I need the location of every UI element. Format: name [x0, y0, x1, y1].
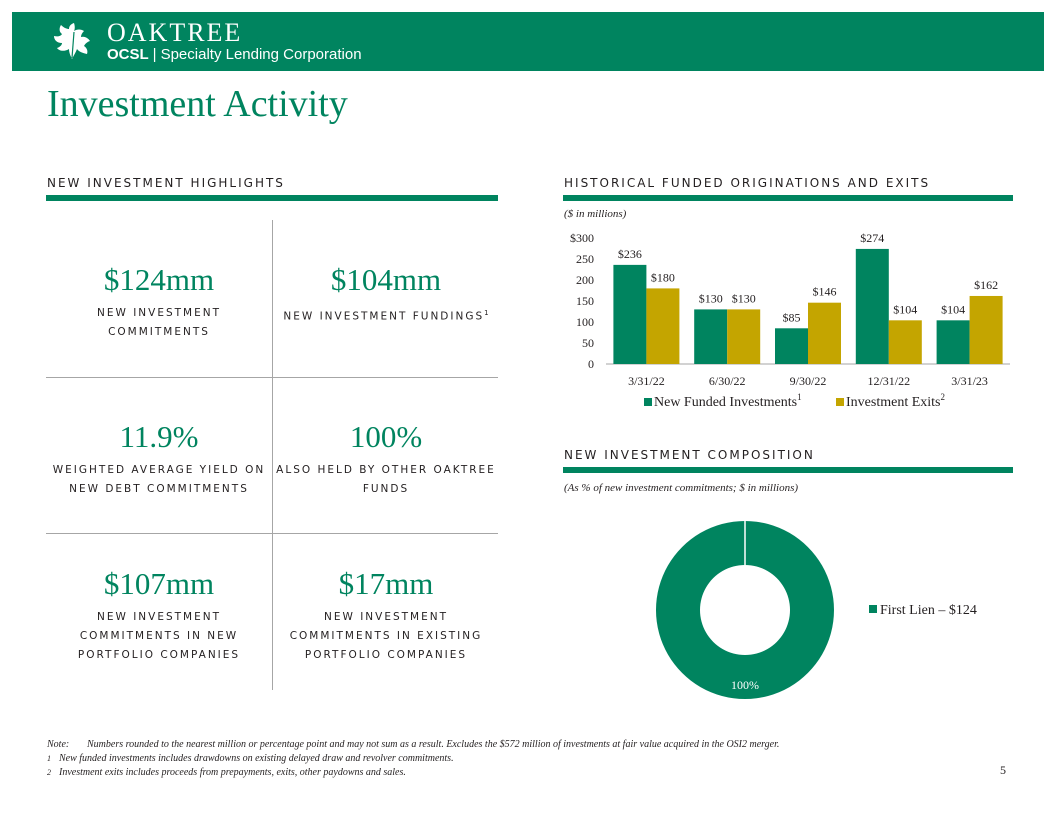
highlight-label: New Investment Fundings1	[283, 309, 489, 323]
highlight-label: New Investment Commitments	[96, 307, 222, 338]
footnote-text: Investment exits includes proceeds from …	[59, 767, 406, 778]
footnote-item: 1 New funded investments includes drawdo…	[47, 752, 987, 766]
footnote-marker: 1	[484, 309, 489, 317]
highlight-value: $104mm	[330, 262, 442, 297]
originations-unit-note: ($ in millions)	[564, 208, 627, 220]
originations-heading: Historical Funded Originations and Exits	[564, 176, 931, 190]
data-label: $146	[813, 285, 837, 299]
bar-exits	[969, 295, 1003, 364]
header-banner: OAKTREE OCSL | Specialty Lending Corporati…	[12, 12, 1044, 71]
footnotes: Note: Numbers rounded to the nearest mil…	[47, 738, 987, 780]
bar-new-funded	[694, 309, 728, 364]
highlight-cell: $17mm New Investment Commitments in Exis…	[273, 566, 499, 665]
highlight-cell: $124mm New Investment Commitments	[46, 262, 272, 342]
composition-unit-note: (As % of new investment commitments; $ i…	[564, 482, 799, 494]
data-label: $85	[783, 310, 801, 324]
y-tick-label: 100	[576, 315, 594, 329]
highlights-heading: New Investment Highlights	[47, 176, 285, 190]
highlight-value: 11.9%	[119, 419, 199, 454]
company-name: Specialty Lending Corporation	[160, 46, 362, 63]
bar-exits	[808, 302, 841, 364]
footnote-marker: 1	[47, 754, 51, 763]
bar-exits	[888, 320, 922, 364]
footnote-note: Note: Numbers rounded to the nearest mil…	[47, 738, 987, 752]
data-label: $162	[974, 278, 998, 292]
originations-rule	[563, 195, 1013, 201]
data-label: $180	[651, 270, 675, 284]
x-tick-label: 9/30/22	[790, 374, 827, 388]
brand-name: OAKTREE	[107, 18, 243, 47]
composition-rule	[563, 467, 1013, 473]
donut-slice	[655, 521, 834, 699]
legend-entry: New Funded Investments1	[654, 392, 802, 410]
highlight-value: 100%	[349, 419, 423, 454]
brand-separator: |	[152, 46, 157, 63]
x-tick-label: 3/31/22	[628, 374, 665, 388]
highlight-cell: $104mm New Investment Fundings1	[273, 262, 499, 327]
bar-new-funded	[775, 328, 808, 364]
composition-heading: New Investment Composition	[564, 448, 815, 462]
bar-chart-svg: 0 50 100 150 200 250 $300 $236 $180 3/31/22 $130 $1…	[570, 231, 1010, 410]
bar-new-funded	[613, 264, 647, 364]
highlight-value: $17mm	[338, 566, 434, 601]
donut-chart-svg: 100% First Lien – $124	[655, 521, 977, 699]
grid-divider-horizontal	[46, 533, 498, 534]
note-marker: Note:	[47, 739, 70, 750]
legend-entry: Investment Exits2	[846, 392, 945, 410]
y-tick-label: 0	[588, 357, 594, 371]
legend-swatch	[644, 398, 652, 406]
bar-exits	[646, 288, 680, 364]
data-label: $274	[860, 231, 884, 245]
y-tick-label: 250	[576, 252, 594, 266]
grid-divider-horizontal	[46, 377, 498, 378]
highlight-cell: 11.9% Weighted Average Yield on New Debt…	[46, 419, 272, 499]
grid-divider-vertical	[272, 220, 273, 690]
highlight-cell: $107mm New Investment Commitments in New…	[46, 566, 272, 665]
x-tick-label: 12/31/22	[867, 374, 910, 388]
bar-new-funded	[855, 248, 889, 364]
oak-leaf-icon	[54, 23, 90, 59]
slice-label: 100%	[731, 678, 759, 692]
x-tick-label: 6/30/22	[709, 374, 746, 388]
highlight-label: New Investment Commitments in New Portfo…	[77, 611, 241, 661]
footnote-item: 2 Investment exits includes proceeds fro…	[47, 766, 987, 780]
y-tick-label: $300	[570, 231, 594, 245]
highlights-rule	[46, 195, 498, 201]
ticker: OCSL	[107, 46, 149, 63]
data-label: $130	[732, 291, 756, 305]
y-tick-label: 50	[582, 336, 594, 350]
note-text: Numbers rounded to the nearest million o…	[87, 739, 780, 750]
x-tick-label: 3/31/23	[951, 374, 988, 388]
y-tick-label: 150	[576, 294, 594, 308]
page-title: Investment Activity	[47, 83, 348, 125]
data-label: $104	[893, 302, 917, 316]
data-label: $130	[699, 291, 723, 305]
highlight-label: Also Held by Other Oaktree Funds	[276, 464, 496, 495]
legend-swatch	[836, 398, 844, 406]
footnote-marker: 2	[47, 768, 51, 777]
highlight-cell: 100% Also Held by Other Oaktree Funds	[273, 419, 499, 499]
highlight-label: Weighted Average Yield on New Debt Commi…	[52, 464, 266, 495]
data-label: $236	[618, 247, 642, 261]
footnote-text: New funded investments includes drawdown…	[59, 753, 454, 764]
brand-subtitle: OCSL | Specialty Lending Corporation	[107, 46, 362, 63]
highlight-value: $107mm	[103, 566, 215, 601]
highlight-value: $124mm	[103, 262, 215, 297]
bar-exits	[727, 309, 761, 364]
legend-entry: First Lien – $124	[880, 603, 977, 618]
data-label: $104	[941, 302, 965, 316]
highlight-label: New Investment Commitments in Existing P…	[289, 611, 483, 661]
bar-new-funded	[936, 320, 970, 364]
legend-swatch	[869, 605, 877, 613]
y-tick-label: 200	[576, 273, 594, 287]
page-number: 5	[1000, 763, 1006, 777]
